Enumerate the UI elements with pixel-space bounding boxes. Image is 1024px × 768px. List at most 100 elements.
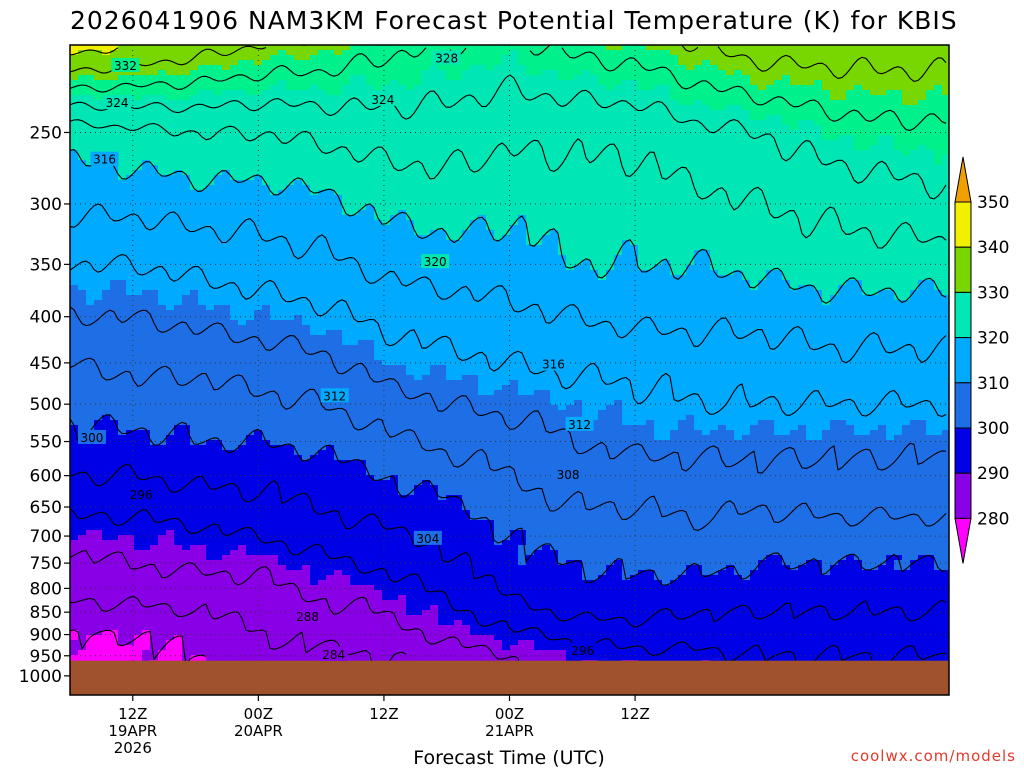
field-cell xyxy=(286,475,295,481)
field-cell xyxy=(102,610,111,616)
field-cell xyxy=(166,460,175,466)
field-cell xyxy=(366,430,375,436)
field-cell xyxy=(270,270,279,276)
field-cell xyxy=(318,355,327,361)
field-cell xyxy=(94,330,103,336)
field-cell xyxy=(214,630,223,636)
field-cell xyxy=(206,320,215,326)
field-cell xyxy=(70,300,79,306)
field-cell xyxy=(126,265,135,271)
field-cell xyxy=(110,50,119,56)
field-cell xyxy=(142,625,151,631)
field-cell xyxy=(142,560,151,566)
field-cell xyxy=(374,250,383,256)
field-cell xyxy=(150,530,159,536)
field-cell xyxy=(70,615,79,621)
field-cell xyxy=(262,70,271,76)
field-cell xyxy=(190,465,199,471)
field-cell xyxy=(214,545,223,551)
field-cell xyxy=(358,370,367,376)
field-cell xyxy=(230,310,239,316)
field-cell xyxy=(198,170,207,176)
field-cell xyxy=(238,135,247,141)
field-cell xyxy=(86,145,95,151)
field-cell xyxy=(142,460,151,466)
field-cell xyxy=(102,435,111,441)
field-cell xyxy=(102,565,111,571)
field-cell xyxy=(102,595,111,601)
field-cell xyxy=(102,625,111,631)
field-cell xyxy=(70,585,79,591)
field-cell xyxy=(366,460,375,466)
field-cell xyxy=(310,495,319,501)
field-cell xyxy=(286,150,295,156)
field-cell xyxy=(246,50,255,56)
field-cell xyxy=(366,135,375,141)
field-cell xyxy=(254,80,263,86)
field-cell xyxy=(342,510,351,516)
field-cell xyxy=(110,75,119,81)
field-cell xyxy=(318,245,327,251)
field-cell xyxy=(166,370,175,376)
field-cell xyxy=(302,45,311,51)
field-cell xyxy=(134,620,143,626)
field-cell xyxy=(254,425,263,431)
field-cell xyxy=(238,290,247,296)
field-cell xyxy=(102,125,111,131)
field-cell xyxy=(174,300,183,306)
field-cell xyxy=(366,515,375,521)
field-cell xyxy=(334,535,343,541)
field-cell xyxy=(366,270,375,276)
field-cell xyxy=(334,430,343,436)
field-cell xyxy=(94,495,103,501)
field-cell xyxy=(334,125,343,131)
field-cell xyxy=(358,165,367,171)
field-cell xyxy=(78,215,87,221)
field-cell xyxy=(270,575,279,581)
field-cell xyxy=(294,145,303,151)
field-cell xyxy=(110,130,119,136)
field-cell xyxy=(134,150,143,156)
field-cell xyxy=(286,215,295,221)
field-cell xyxy=(206,45,215,51)
field-cell xyxy=(246,340,255,346)
field-cell xyxy=(302,425,311,431)
field-cell xyxy=(118,220,127,226)
field-cell xyxy=(222,570,231,576)
field-cell xyxy=(174,275,183,281)
field-cell xyxy=(270,440,279,446)
field-cell xyxy=(118,360,127,366)
field-cell xyxy=(238,555,247,561)
field-cell xyxy=(310,425,319,431)
field-cell xyxy=(126,610,135,616)
field-cell xyxy=(78,80,87,86)
field-cell xyxy=(222,565,231,571)
field-cell xyxy=(326,315,335,321)
field-cell xyxy=(358,170,367,176)
field-cell xyxy=(310,45,319,51)
field-cell xyxy=(190,275,199,281)
field-cell xyxy=(110,145,119,151)
field-cell xyxy=(254,205,263,211)
field-cell xyxy=(358,45,367,51)
field-cell xyxy=(278,105,287,111)
field-cell xyxy=(302,325,311,331)
field-cell xyxy=(350,395,359,401)
field-cell xyxy=(254,290,263,296)
field-cell xyxy=(142,615,151,621)
field-cell xyxy=(150,45,159,51)
field-cell xyxy=(126,580,135,586)
field-cell xyxy=(350,380,359,386)
field-cell xyxy=(254,115,263,121)
field-cell xyxy=(374,85,383,91)
field-cell xyxy=(342,635,351,641)
field-cell xyxy=(270,60,279,66)
field-cell xyxy=(246,490,255,496)
field-cell xyxy=(158,350,167,356)
field-cell xyxy=(166,395,175,401)
field-cell xyxy=(278,505,287,511)
field-cell xyxy=(102,630,111,636)
field-cell xyxy=(158,120,167,126)
field-cell xyxy=(174,370,183,376)
field-cell xyxy=(238,575,247,581)
